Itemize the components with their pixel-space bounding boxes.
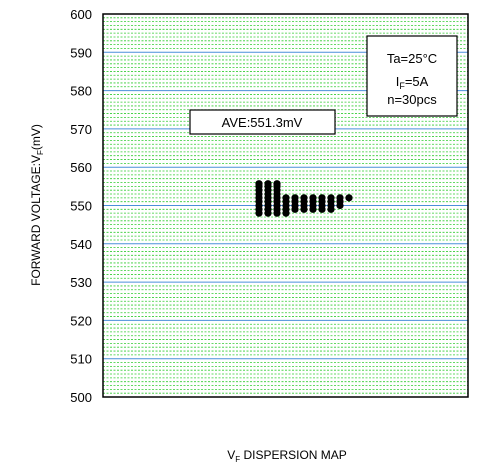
y-axis-title-subscript: F — [36, 150, 45, 155]
average-annotation: AVE:551.3mV — [189, 109, 336, 135]
y-axis-title-main: FORWARD VOLTAGE:V — [29, 155, 43, 286]
y-axis-tick-labels: 500 510 520 530 540 550 560 570 580 590 600 — [70, 7, 92, 405]
data-points — [255, 180, 353, 217]
data-point — [255, 209, 263, 217]
data-point — [291, 205, 299, 213]
x-axis-title-subscript: F — [235, 455, 240, 464]
y-axis-title: FORWARD VOLTAGE:VF(mV) — [29, 124, 45, 286]
y-tick-label: 570 — [70, 122, 92, 137]
data-point — [309, 205, 317, 213]
major-gridlines — [103, 51, 468, 360]
data-point — [282, 209, 290, 217]
data-point — [300, 205, 308, 213]
data-point — [318, 205, 326, 213]
y-axis-title-unit: (mV) — [29, 124, 43, 150]
condition-current: IF=5A — [396, 74, 429, 91]
condition-current-value: =5A — [405, 74, 429, 89]
data-point — [273, 209, 281, 217]
y-tick-label: 550 — [70, 199, 92, 214]
data-point — [327, 205, 335, 213]
condition-sample-count: n=30pcs — [387, 92, 437, 107]
y-tick-label: 600 — [70, 7, 92, 22]
condition-temperature: Ta=25°C — [387, 51, 437, 66]
average-label: AVE:551.3mV — [222, 115, 303, 130]
data-point — [345, 194, 353, 202]
y-tick-label: 590 — [70, 45, 92, 60]
y-tick-label: 580 — [70, 84, 92, 99]
x-axis-title: VF DISPERSION MAP — [227, 448, 347, 464]
y-tick-label: 500 — [70, 390, 92, 405]
conditions-annotation: Ta=25°C IF=5A n=30pcs — [366, 35, 458, 117]
y-tick-label: 560 — [70, 160, 92, 175]
minor-gridlines — [103, 17, 468, 394]
condition-current-subscript: F — [399, 81, 405, 91]
data-point — [264, 209, 272, 217]
y-tick-label: 530 — [70, 275, 92, 290]
y-tick-label: 520 — [70, 313, 92, 328]
x-axis-title-symbol: V — [227, 448, 235, 462]
y-tick-label: 540 — [70, 237, 92, 252]
condition-current-symbol: I — [396, 74, 400, 89]
y-tick-label: 510 — [70, 352, 92, 367]
data-point — [336, 201, 344, 210]
plot-area-frame — [102, 13, 469, 398]
x-axis-title-text: DISPERSION MAP — [243, 448, 346, 462]
